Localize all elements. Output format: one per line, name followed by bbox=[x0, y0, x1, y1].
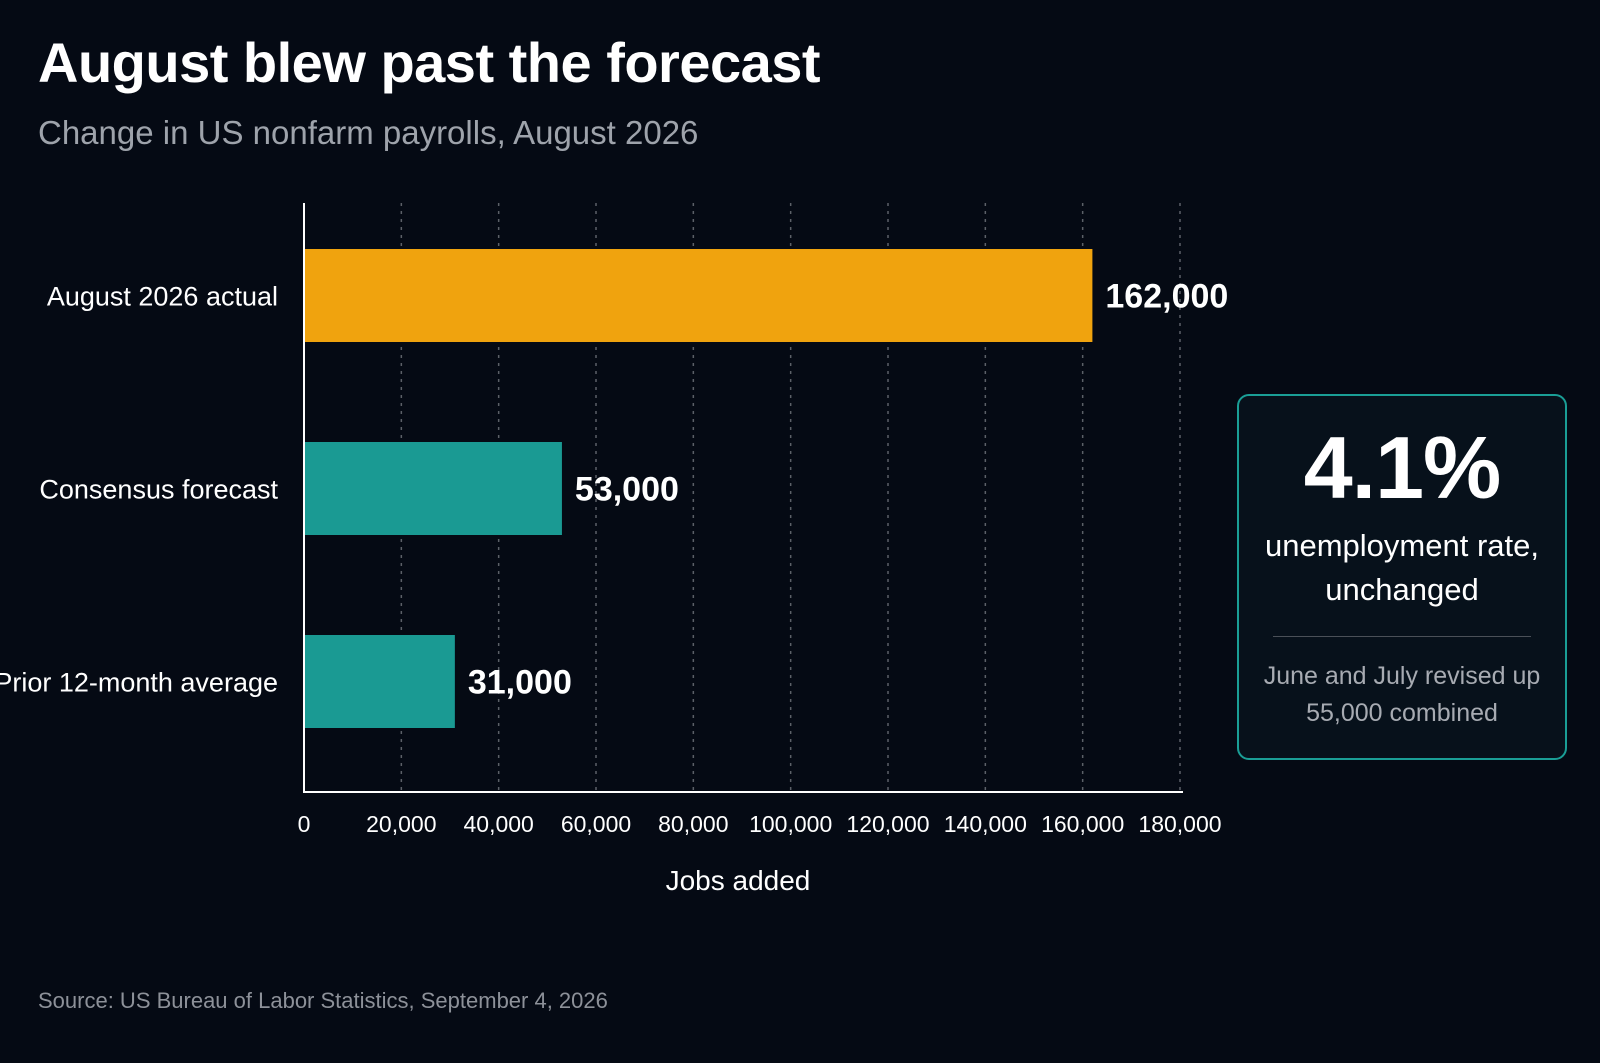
chart-title: August blew past the forecast bbox=[38, 31, 821, 94]
unemployment-callout: 4.1% unemployment rate, unchanged June a… bbox=[1237, 394, 1567, 760]
x-tick-label: 80,000 bbox=[658, 811, 728, 837]
category-label: August 2026 actual bbox=[47, 282, 278, 312]
labels: 0 20,000 40,000 60,000 80,000 100,000 120,000 1… bbox=[0, 278, 1228, 838]
value-label: 31,000 bbox=[468, 664, 572, 702]
x-tick-label: 160,000 bbox=[1041, 811, 1124, 837]
bars bbox=[304, 249, 1093, 728]
value-label: 162,000 bbox=[1105, 278, 1228, 316]
source-note: Source: US Bureau of Labor Statistics, S… bbox=[38, 988, 608, 1013]
bar bbox=[304, 249, 1093, 342]
x-tick-label: 100,000 bbox=[749, 811, 832, 837]
x-axis-label: Jobs added bbox=[666, 865, 811, 896]
value-label: 53,000 bbox=[575, 471, 679, 509]
unemployment-rate-label: unemployment rate, unchanged bbox=[1249, 524, 1555, 612]
unemployment-rate-value: 4.1% bbox=[1303, 418, 1502, 517]
x-tick-label: 0 bbox=[298, 811, 311, 837]
revision-note-line2: 55,000 combined bbox=[1306, 699, 1498, 727]
x-tick-label: 140,000 bbox=[944, 811, 1027, 837]
revision-note-line1: June and July revised up bbox=[1263, 662, 1541, 690]
x-tick-label: 180,000 bbox=[1138, 811, 1221, 837]
x-tick-label: 20,000 bbox=[366, 811, 436, 837]
callout-label-line2: unchanged bbox=[1325, 572, 1479, 607]
chart-subtitle: Change in US nonfarm payrolls, August 20… bbox=[38, 114, 699, 151]
revision-note: June and July revised up 55,000 combined bbox=[1249, 658, 1555, 732]
category-label: Prior 12-month average bbox=[0, 668, 278, 698]
callout-label-line1: unemployment rate, bbox=[1265, 528, 1539, 563]
category-label: Consensus forecast bbox=[39, 475, 278, 505]
x-tick-label: 40,000 bbox=[463, 811, 533, 837]
x-tick-label: 60,000 bbox=[561, 811, 631, 837]
bar bbox=[304, 442, 562, 535]
bar bbox=[304, 635, 455, 728]
callout-divider bbox=[1273, 636, 1531, 637]
x-tick-label: 120,000 bbox=[846, 811, 929, 837]
